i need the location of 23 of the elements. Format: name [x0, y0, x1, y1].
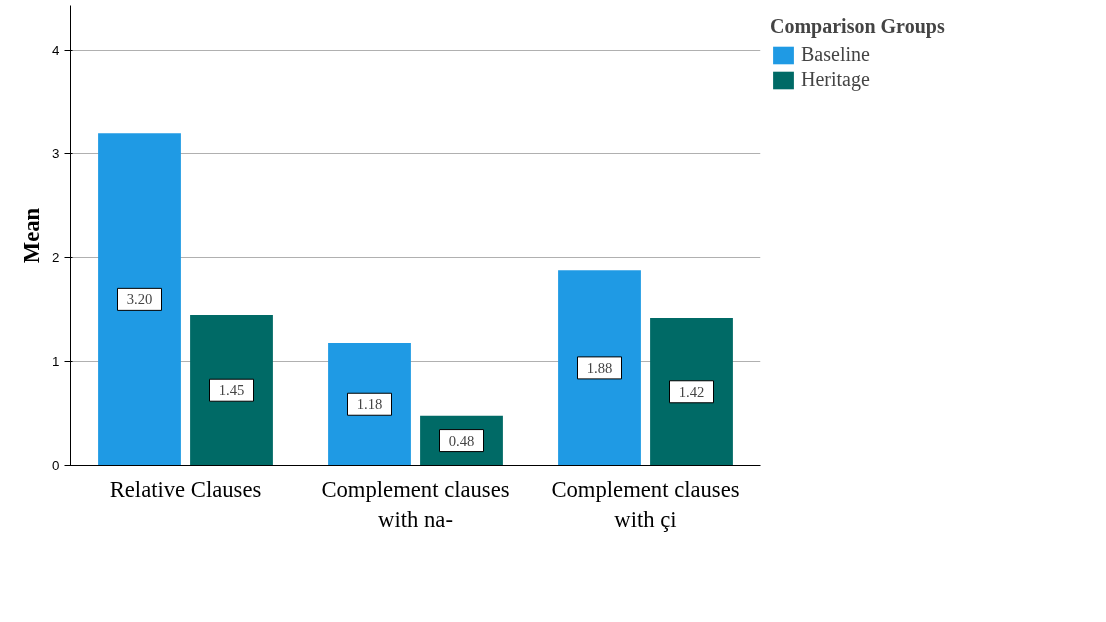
y-tick-label: 0: [52, 458, 60, 473]
data-label: 1.45: [218, 382, 245, 399]
data-label: 1.42: [678, 383, 705, 400]
bar: [328, 342, 411, 466]
legend-label: Heritage: [801, 68, 870, 91]
bar: [98, 133, 181, 466]
bar: [190, 314, 273, 466]
y-tick-label: 4: [52, 42, 61, 58]
bar: [558, 270, 641, 466]
y-axis-title: Mean: [19, 207, 45, 264]
y-tick-label: 1: [52, 354, 60, 370]
bar: [650, 318, 733, 466]
data-label: 3.20: [126, 291, 153, 308]
y-tick-label: 2: [52, 250, 60, 266]
x-tick-label: Complement clauses with çi: [551, 476, 740, 532]
data-label: 1.18: [356, 396, 383, 413]
y-tick-label: 3: [52, 146, 60, 162]
x-tick-label: Complement clauses with na-: [321, 476, 510, 532]
legend-title: Comparison Groups: [770, 15, 945, 38]
x-tick-label: Relative Clauses: [109, 476, 262, 502]
data-label: 0.48: [448, 432, 475, 449]
legend-label: Baseline: [801, 43, 870, 66]
data-label: 1.88: [586, 359, 613, 376]
